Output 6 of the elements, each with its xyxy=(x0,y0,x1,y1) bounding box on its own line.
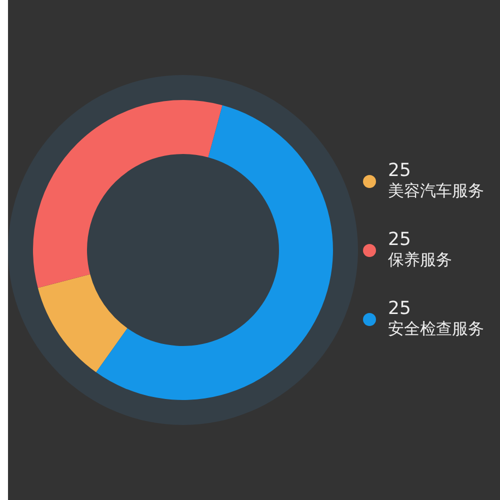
legend-label: 美容汽车服务 xyxy=(388,181,484,201)
text: 25 xyxy=(388,229,412,250)
text: 25 xyxy=(388,160,412,181)
text: 25 xyxy=(388,298,412,319)
legend-label: 安全检查服务 xyxy=(388,319,484,339)
legend-label: 保养服务 xyxy=(388,250,452,270)
